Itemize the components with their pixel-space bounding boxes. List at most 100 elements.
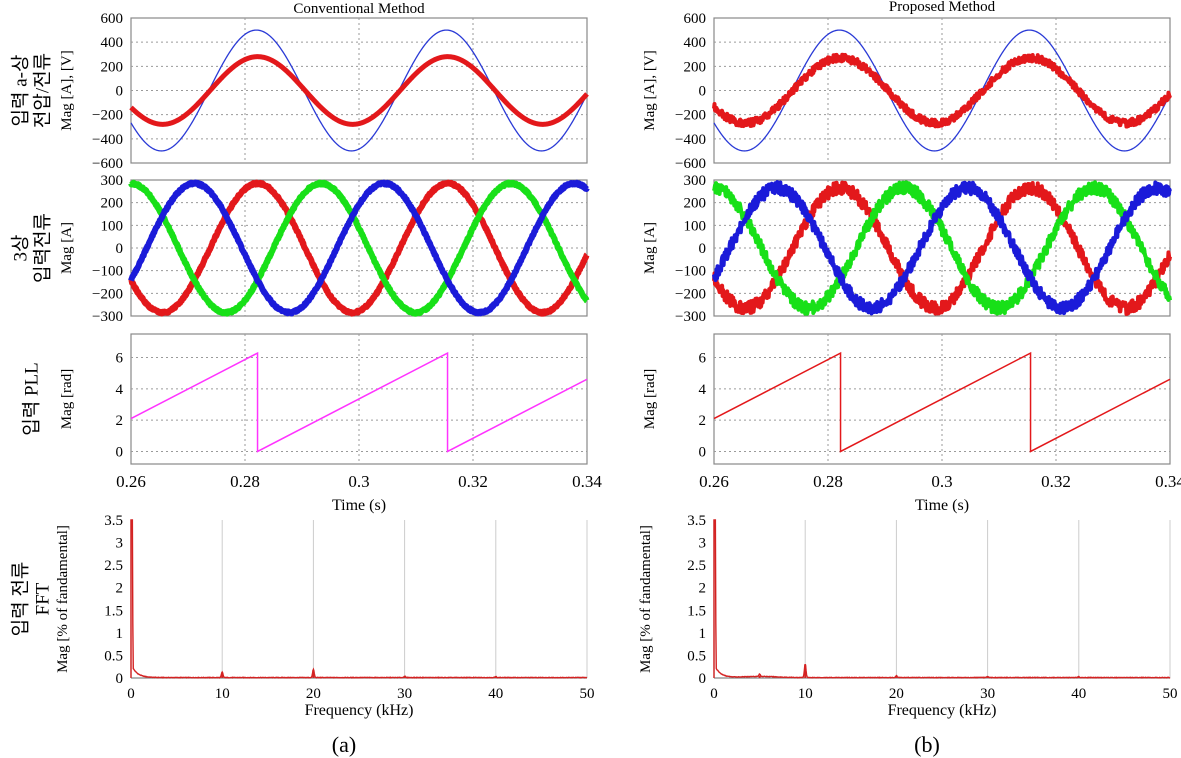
panel-caption: (a) [332,732,356,757]
y-tick-label: 0.5 [687,648,706,664]
y-axis-label: Mag [rad] [642,369,658,429]
y-tick-label: 0 [699,671,707,687]
y-tick-label: 4 [116,382,124,398]
x-tick-label: 0.28 [813,472,843,491]
x-tick-label: 40 [488,686,503,702]
y-tick-label: 400 [684,35,707,51]
y-tick-label: 200 [101,196,124,212]
x-tick-label: 0.34 [1155,472,1181,491]
voltage-current-plot: 600 400 200 0 −200 −400 −600 Mag [A], [V] [642,11,1172,172]
y-tick-label: 2 [699,581,707,597]
y-tick-label: 2 [699,413,707,429]
y-tick-label: 600 [101,11,124,27]
y-tick-label: 0 [116,241,124,257]
y-tick-label: 1.5 [104,603,123,619]
row-label: 입력 전류 [9,562,31,637]
y-tick-label: 200 [684,196,707,212]
y-tick-label: −600 [675,156,706,172]
panel-title: Proposed Method [889,0,996,15]
x-tick-label: 0.3 [348,472,369,491]
y-tick-label: 0 [699,84,707,100]
x-tick-label: 10 [215,686,230,702]
y-tick-label: 0.5 [104,648,123,664]
y-axis-label: Mag [rad] [59,369,75,429]
panel-caption: (b) [914,732,940,757]
y-tick-label: 2.5 [687,558,706,574]
phase-c-line [712,180,1172,316]
three-phase-plot: 300 200 100 0 −100 −200 −300 Mag [A] [59,173,590,325]
panel-b: Proposed Method6004002000−200−400−600Mag… [638,0,1181,757]
pll-plot: 6 4 2 0 Mag [rad] 0.26 0.28 0.3 0.32 0.34 Time (s) [59,333,602,514]
y-tick-label: 600 [684,11,707,27]
y-tick-label: 2.5 [104,558,123,574]
x-tick-label: 0.3 [931,472,952,491]
pll-line [713,351,1171,453]
x-axis-label: Frequency (kHz) [888,702,997,719]
fft-spectrum-line [130,519,588,679]
x-tick-label: 30 [980,686,995,702]
y-tick-label: 1.5 [687,603,706,619]
y-tick-label: 0 [116,84,124,100]
y-tick-label: −100 [675,264,706,280]
fft-plot: 0 10 20 30 40 50 3.5 3 2.5 2 1.5 1 0.5 0 Mag [% of fan… [638,513,1178,719]
x-tick-label: 0 [710,686,718,702]
row-label: 입력전류 [31,213,53,283]
x-axis-label: Time (s) [915,497,969,514]
y-tick-label: −200 [92,108,123,124]
y-tick-label: −200 [675,286,706,302]
y-tick-label: −600 [92,156,123,172]
y-tick-label: 3.5 [104,513,123,529]
y-tick-label: 0 [699,444,707,460]
x-tick-label: 0.32 [458,472,488,491]
panel-a: Conventional Method6004002000−200−400−60… [55,1,602,757]
y-tick-label: 2 [116,581,124,597]
y-tick-label: 2 [116,413,124,429]
row-label: 전압/전류 [31,53,53,128]
y-tick-label: 3.5 [687,513,706,529]
x-tick-label: 50 [1163,686,1178,702]
row-label: 입력 a-상 [9,55,31,127]
y-tick-label: 100 [684,218,707,234]
pll-plot: 6 4 2 0 Mag [rad] 0.26 0.28 0.3 0.32 0.34 Time (s) [642,333,1181,514]
x-tick-label: 20 [306,686,321,702]
y-tick-label: 0 [116,671,124,687]
current-line [129,54,589,127]
row-label: 3상 [9,235,31,262]
y-tick-label: 200 [684,59,707,75]
x-tick-label: 0.34 [572,472,602,491]
x-tick-label: 0.26 [699,472,729,491]
y-axis-label: Mag [A] [642,222,658,274]
x-axis-label: Frequency (kHz) [305,702,414,719]
y-tick-label: 6 [699,350,707,366]
row-label: FFT [32,582,53,615]
x-tick-label: 0 [127,686,135,702]
x-tick-label: 0.26 [116,472,146,491]
y-tick-label: 300 [684,173,707,189]
voltage-current-plot: 600 400 200 0 −200 −400 −600 Mag [A], [V] [59,11,589,172]
x-tick-label: 30 [397,686,412,702]
y-axis-label: Mag [A] [59,222,75,274]
x-tick-label: 10 [798,686,813,702]
y-tick-label: −400 [92,132,123,148]
x-axis-label: Time (s) [332,497,386,514]
row-label: 입력 PLL [20,362,42,436]
y-tick-label: 200 [101,59,124,75]
y-tick-label: 0 [699,241,707,257]
phase-b-line [712,180,1172,316]
x-tick-label: 40 [1071,686,1086,702]
y-tick-label: −200 [675,108,706,124]
pll-line [130,351,588,453]
y-tick-label: 100 [101,218,124,234]
fft-plot: 0 10 20 30 40 50 3.5 3 2.5 2 1.5 1 0.5 0 Mag [% of fan… [55,513,595,719]
y-tick-label: 3 [699,536,707,552]
phase-b-line [128,179,590,317]
y-tick-label: −300 [675,309,706,325]
x-tick-label: 0.28 [230,472,260,491]
phase-c-line [128,179,590,317]
y-axis-label: Mag [% of fandamental] [638,525,654,673]
x-tick-label: 20 [889,686,904,702]
y-tick-label: 300 [101,173,124,189]
y-tick-label: 6 [116,350,124,366]
y-tick-label: 1 [699,626,707,642]
